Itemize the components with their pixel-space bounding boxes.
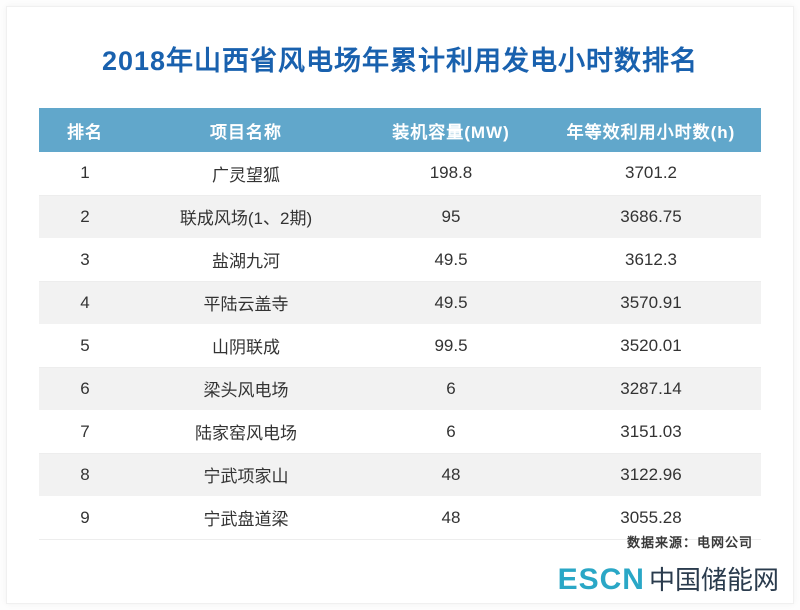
ranking-table: 排名 项目名称 装机容量(MW) 年等效利用小时数(h) 1 广灵望狐 198.… bbox=[39, 108, 761, 540]
header-row: 排名 项目名称 装机容量(MW) 年等效利用小时数(h) bbox=[39, 108, 761, 152]
cell-rank: 1 bbox=[39, 152, 131, 196]
cell-hours: 3122.96 bbox=[541, 453, 761, 497]
escn-logo-latin: ESCN bbox=[557, 563, 645, 596]
cell-rank: 4 bbox=[39, 281, 131, 325]
infographic-card: 2018年山西省风电场年累计利用发电小时数排名 排名 项目名称 装机容量(MW)… bbox=[6, 6, 794, 604]
column-header-capacity: 装机容量(MW) bbox=[361, 108, 541, 152]
cell-capacity: 49.5 bbox=[361, 281, 541, 325]
cell-hours: 3151.03 bbox=[541, 410, 761, 454]
cell-name: 平陆云盖寺 bbox=[131, 281, 361, 325]
table-row: 1 广灵望狐 198.8 3701.2 bbox=[39, 152, 761, 196]
table-body: 1 广灵望狐 198.8 3701.2 2 联成风场(1、2期) 95 3686… bbox=[39, 152, 761, 540]
cell-name: 梁头风电场 bbox=[131, 367, 361, 411]
cell-hours: 3612.3 bbox=[541, 238, 761, 282]
table-row: 6 梁头风电场 6 3287.14 bbox=[39, 367, 761, 411]
cell-capacity: 48 bbox=[361, 496, 541, 540]
escn-logo: ESCN 中国储能网 bbox=[558, 560, 779, 597]
table-row: 8 宁武项家山 48 3122.96 bbox=[39, 453, 761, 497]
cell-hours: 3055.28 bbox=[541, 496, 761, 540]
cell-hours: 3287.14 bbox=[541, 367, 761, 411]
cell-rank: 8 bbox=[39, 453, 131, 497]
cell-capacity: 95 bbox=[361, 195, 541, 239]
column-header-rank: 排名 bbox=[39, 108, 131, 152]
cell-name: 陆家窑风电场 bbox=[131, 410, 361, 454]
cell-hours: 3520.01 bbox=[541, 324, 761, 368]
table-row: 7 陆家窑风电场 6 3151.03 bbox=[39, 410, 761, 454]
cell-capacity: 198.8 bbox=[361, 152, 541, 196]
cell-name: 联成风场(1、2期) bbox=[131, 195, 361, 239]
cell-capacity: 6 bbox=[361, 410, 541, 454]
table-row: 9 宁武盘道梁 48 3055.28 bbox=[39, 496, 761, 540]
escn-logo-chinese: 中国储能网 bbox=[648, 565, 779, 595]
cell-name: 宁武项家山 bbox=[131, 453, 361, 497]
table-row: 3 盐湖九河 49.5 3612.3 bbox=[39, 238, 761, 282]
table-row: 4 平陆云盖寺 49.5 3570.91 bbox=[39, 281, 761, 325]
cell-rank: 3 bbox=[39, 238, 131, 282]
cell-hours: 3686.75 bbox=[541, 195, 761, 239]
cell-name: 盐湖九河 bbox=[131, 238, 361, 282]
cell-name: 广灵望狐 bbox=[131, 152, 361, 196]
table-row: 5 山阴联成 99.5 3520.01 bbox=[39, 324, 761, 368]
cell-rank: 7 bbox=[39, 410, 131, 454]
cell-hours: 3701.2 bbox=[541, 152, 761, 196]
table-header: 排名 项目名称 装机容量(MW) 年等效利用小时数(h) bbox=[39, 108, 761, 152]
cell-hours: 3570.91 bbox=[541, 281, 761, 325]
data-source-note: 数据来源：电网公司 bbox=[626, 535, 753, 550]
cell-capacity: 48 bbox=[361, 453, 541, 497]
table-row: 2 联成风场(1、2期) 95 3686.75 bbox=[39, 195, 761, 239]
cell-capacity: 6 bbox=[361, 367, 541, 411]
cell-capacity: 99.5 bbox=[361, 324, 541, 368]
cell-rank: 6 bbox=[39, 367, 131, 411]
cell-rank: 5 bbox=[39, 324, 131, 368]
column-header-name: 项目名称 bbox=[131, 108, 361, 152]
column-header-hours: 年等效利用小时数(h) bbox=[541, 108, 761, 152]
cell-capacity: 49.5 bbox=[361, 238, 541, 282]
cell-rank: 9 bbox=[39, 496, 131, 540]
cell-name: 宁武盘道梁 bbox=[131, 496, 361, 540]
cell-rank: 2 bbox=[39, 195, 131, 239]
cell-name: 山阴联成 bbox=[131, 324, 361, 368]
page-title: 2018年山西省风电场年累计利用发电小时数排名 bbox=[101, 46, 699, 76]
